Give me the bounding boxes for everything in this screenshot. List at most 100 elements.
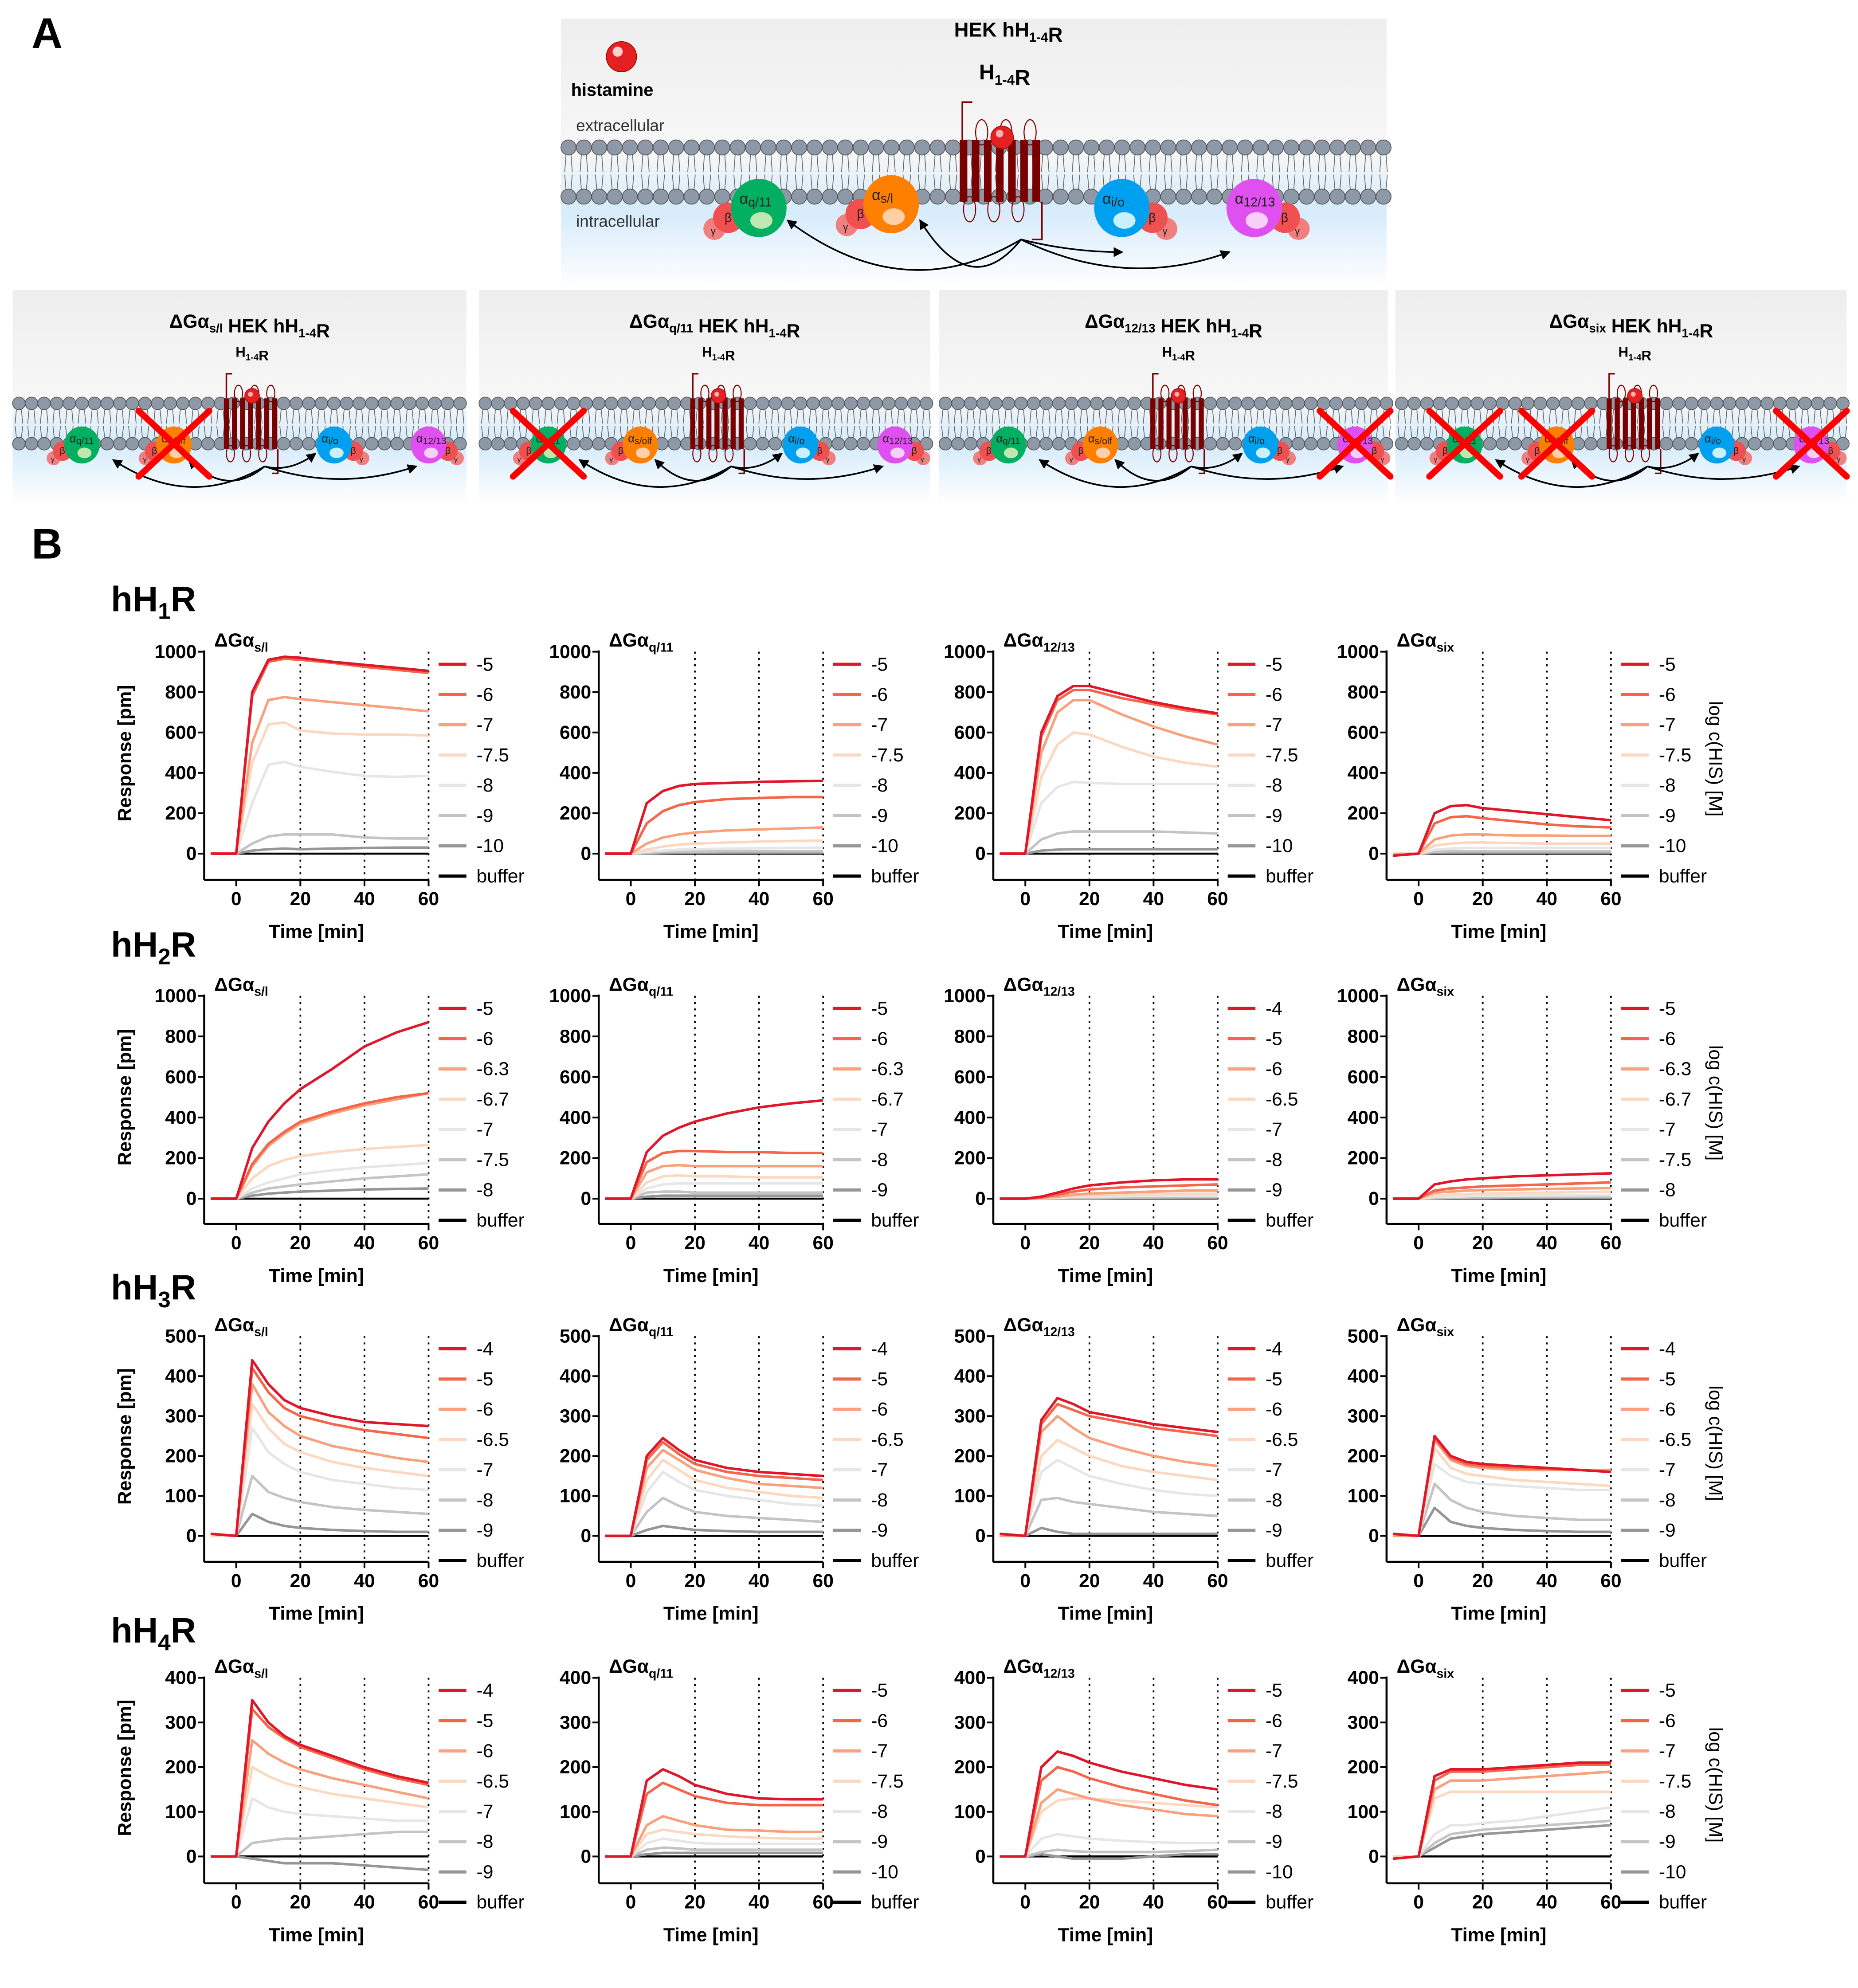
lipid-head [125,396,139,410]
lipid-head [1027,396,1040,410]
legend-label: -7 [1659,714,1676,736]
receptor-c-terminus [272,448,279,474]
transmembrane-helix [1638,398,1644,449]
gamma-label: γ [1295,225,1300,236]
chart-title: ΔGα12/13 [1003,1314,1075,1339]
lipid-head [951,437,965,451]
lipid-head [837,139,854,156]
y-axis-label: Response [pm] [114,1029,136,1166]
legend-label: -7 [871,714,888,736]
legend-label: -7.5 [477,1149,509,1170]
lipid-head [314,396,328,410]
lipid-tail [1092,409,1101,438]
legend-label: buffer [1266,1210,1313,1231]
receptor-n-terminus [692,373,699,399]
x-tick-label: 40 [1537,1570,1557,1592]
y-tick-label: 200 [1348,1446,1379,1467]
receptor-icon [1607,373,1662,474]
lipid-tail [1042,409,1051,438]
lipid-head [793,396,807,410]
x-tick-label: 40 [1537,1232,1557,1254]
y-axis-label: Response [pm] [114,685,136,822]
lipid-tail [1179,155,1188,189]
series-line--6 [1393,1181,1611,1200]
text-part: HEK hH [693,316,769,337]
nucleotide [1003,447,1018,459]
legend-label: -9 [1659,1831,1676,1852]
receptor-n-terminus [961,101,972,140]
lipid-tail [1195,155,1203,189]
row-title-h1r: hH1R [111,580,196,625]
lipid-head [390,437,404,451]
y-tick-label: 600 [1348,1067,1379,1088]
series-line--9 [1000,830,1218,855]
beta-label: β [445,445,451,456]
alpha-symbol: α [1235,191,1244,208]
highlight [714,392,720,397]
series-line--7 [210,1427,429,1537]
x-tick-label: 0 [1413,888,1424,910]
x-tick-label: 0 [626,1232,636,1254]
receptor-loop [1168,445,1178,463]
gamma-label: γ [143,455,147,463]
y-tick-label: 0 [186,843,197,864]
lipid-head [806,396,820,410]
lipid-tail [841,155,850,189]
alpha-label: αq/11 [739,191,772,210]
y-tick-label: 600 [954,1067,986,1088]
g-protein-q-11: αq/11 βγ [47,426,100,466]
subscript: 1-4 [1231,326,1249,340]
highlight [1174,392,1180,397]
row-title-h4r: hH4R [111,1611,196,1656]
lipid-head [1672,437,1686,451]
legend-label: -5 [871,998,888,1019]
series-line--7.5 [1000,1797,1218,1858]
line-chart: 0 100 200 300 400 500 0 20 40 60 -4 -5 -6 -6.5 -7 -8 -9 b… [114,1314,525,1624]
y-tick-label: 500 [560,1325,591,1347]
lipid-head [1786,396,1799,410]
y-tick-label: 300 [165,1405,196,1427]
chart-title-sub: q/11 [649,641,673,655]
lipid-head [1052,437,1066,451]
lipid-tail [1687,409,1696,438]
lipid-tail [810,155,819,189]
series-line--6 [605,1149,823,1200]
transmembrane-helix [972,140,980,202]
beta-label: β [1277,445,1282,456]
lipid-head [340,396,353,410]
lipid-head [478,437,492,451]
diagram-background [479,290,930,505]
row-title-sub: 4 [158,1630,171,1655]
y-tick-label: 800 [165,1026,196,1047]
x-tick-label: 0 [231,888,242,910]
lipid-tail [1536,409,1545,438]
lipid-head [1584,437,1598,451]
lipid-head [1395,437,1409,451]
legend-label: -6.5 [477,1429,509,1450]
lipid-head [637,139,654,156]
x-tick-label: 20 [684,888,705,910]
histamine-bound-icon [990,125,1014,149]
lipid-tail [1269,409,1278,438]
lipid-tail [1241,155,1250,189]
y-tick-label: 400 [1348,1107,1379,1128]
x-tick-label: 0 [1020,1570,1031,1592]
lipid-tail [992,409,1000,438]
line-chart: 0 100 200 300 400 0 20 40 60 -5 -6 -7 -7.5 -8 -9 -10 buf… [954,1656,1313,1945]
lipid-tail [355,409,364,438]
x-tick-label: 60 [1600,1892,1621,1913]
activation-arrow [578,459,732,488]
x-tick-label: 0 [1020,1232,1031,1254]
x-tick-label: 20 [290,1232,311,1254]
alpha-label: αq/11 [70,432,94,446]
lipid-head [1283,188,1299,205]
lipid-tail [40,409,48,438]
lipid-head [894,396,908,410]
series-line--9 [1393,1819,1611,1858]
lipid-tail [1700,409,1709,438]
transmembrane-helix [240,398,245,449]
lipid-head [1710,396,1724,410]
legend-label: -5 [477,1368,494,1390]
receptor-loop [733,384,742,402]
beta-label: β [1281,211,1288,225]
